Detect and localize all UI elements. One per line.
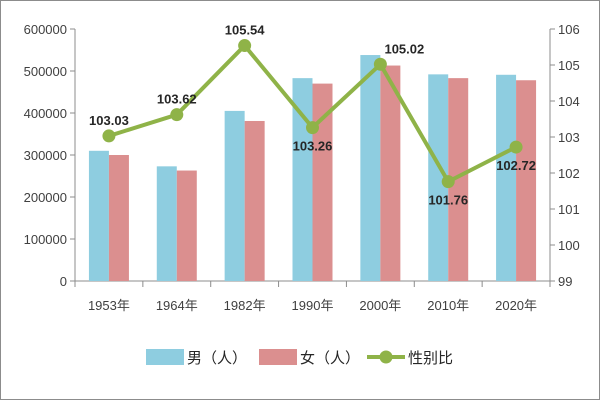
x-tick-label: 1964年 <box>156 298 198 313</box>
right-tick-label: 101 <box>558 202 580 217</box>
legend-label-female: 女（人） <box>300 349 360 367</box>
bar-female <box>312 83 333 281</box>
data-label: 102.72 <box>496 158 536 173</box>
legend-swatch-male <box>146 349 184 365</box>
bar-male <box>224 110 245 282</box>
left-tick-label: 400000 <box>24 106 67 121</box>
x-tick-label: 2010年 <box>427 298 469 313</box>
sex-ratio-point <box>102 129 116 143</box>
right-tick-label: 100 <box>558 238 580 253</box>
legend: 男（人） 女（人） 性别比 <box>146 349 453 367</box>
left-tick-label: 300000 <box>24 148 67 163</box>
bar-male <box>88 150 109 281</box>
bar-female <box>380 65 401 281</box>
bar-female <box>176 170 197 281</box>
x-tick-label: 1990年 <box>292 298 334 313</box>
right-tick-label: 102 <box>558 166 580 181</box>
right-tick-label: 104 <box>558 94 580 109</box>
bar-male <box>360 55 381 281</box>
left-tick-label: 500000 <box>24 64 67 79</box>
right-tick-label: 99 <box>558 274 572 289</box>
sex-ratio-point <box>306 121 319 135</box>
x-tick-label: 2020年 <box>495 298 537 313</box>
right-tick-label: 106 <box>558 22 580 37</box>
right-tick-label: 105 <box>558 58 580 73</box>
sex-ratio-point <box>238 39 252 53</box>
legend-label-ratio: 性别比 <box>408 350 453 367</box>
sex-ratio-point <box>373 57 387 71</box>
data-label: 101.76 <box>428 193 468 208</box>
data-label: 105.02 <box>384 41 424 56</box>
bar-female <box>108 155 129 281</box>
left-tick-label: 0 <box>60 274 67 289</box>
x-tick-label: 2000年 <box>359 298 401 313</box>
left-tick-label: 100000 <box>24 232 67 247</box>
sex-ratio-point <box>441 175 455 189</box>
sex-ratio-point <box>509 140 523 154</box>
legend-swatch-female <box>259 349 297 365</box>
sex-ratio-point <box>170 108 184 122</box>
left-tick-label: 200000 <box>24 190 67 205</box>
bar-female <box>244 120 265 281</box>
right-tick-label: 103 <box>558 130 580 145</box>
data-label: 103.26 <box>293 139 333 154</box>
data-label: 105.54 <box>225 23 266 38</box>
x-tick-label: 1982年 <box>224 298 266 313</box>
bar-female <box>448 78 469 281</box>
left-tick-label: 600000 <box>24 22 67 37</box>
bar-female <box>516 80 537 282</box>
bar-male <box>428 74 449 281</box>
bar-male <box>156 166 177 281</box>
x-tick-label: 1953年 <box>88 298 130 313</box>
data-label: 103.62 <box>157 92 197 107</box>
legend-marker-ratio <box>379 350 393 364</box>
legend-label-male: 男（人） <box>187 350 247 367</box>
bar-male <box>496 74 517 281</box>
data-label: 103.03 <box>89 113 129 128</box>
